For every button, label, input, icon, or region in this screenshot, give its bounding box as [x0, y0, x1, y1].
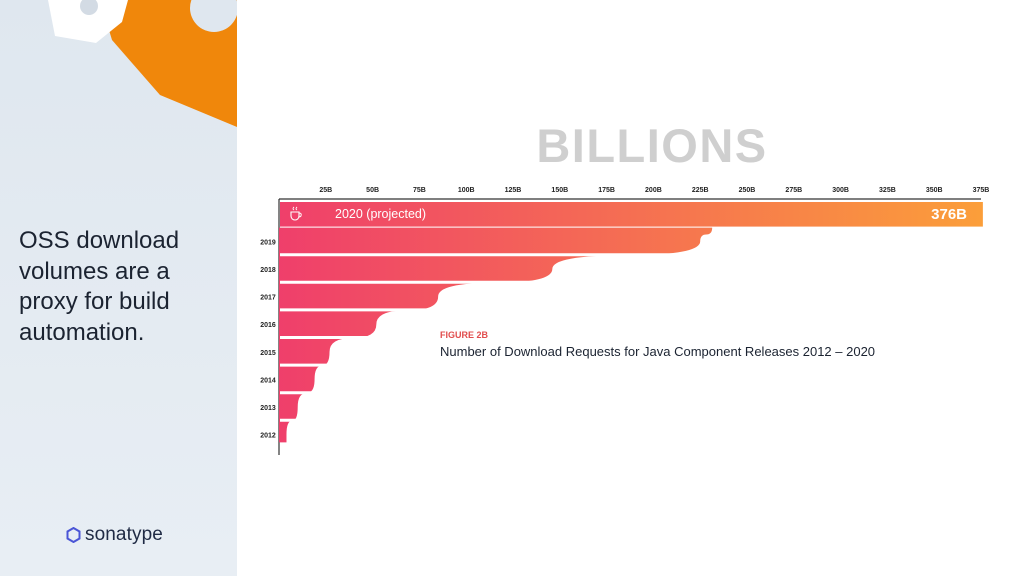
y-tick-label: 2018	[260, 267, 276, 274]
x-tick-label: 250B	[739, 187, 756, 194]
x-tick-label: 350B	[926, 187, 943, 194]
y-tick-label: 2017	[260, 295, 276, 302]
x-tick-label: 375B	[973, 187, 990, 194]
x-tick-label: 175B	[598, 187, 615, 194]
panel-circle-shape	[190, 0, 237, 32]
y-tick-label: 2014	[260, 377, 276, 384]
hexagon-hole-shape	[80, 0, 98, 15]
left-panel: OSS download volumes are a proxy for bui…	[0, 0, 237, 576]
x-tick-label: 25B	[319, 187, 332, 194]
x-tick-labels: 25B 50B 75B 100B 125B 150B 175B 200B 225B 250B 275…	[319, 187, 989, 194]
y-tick-label: 2019	[260, 239, 276, 246]
x-tick-label: 325B	[879, 187, 896, 194]
bar-2020	[280, 202, 983, 227]
area-fill	[279, 227, 713, 443]
unit-label: BILLIONS	[536, 119, 767, 172]
y-tick-label: 2012	[260, 433, 276, 440]
x-tick-label: 200B	[645, 187, 662, 194]
decorative-shapes	[48, 0, 237, 127]
java-cup-icon	[290, 206, 302, 221]
orange-shape	[100, 0, 237, 127]
x-tick-label: 100B	[458, 187, 475, 194]
x-tick-label: 150B	[551, 187, 568, 194]
area-bars	[279, 227, 981, 450]
white-hexagon-shape	[48, 0, 128, 43]
brand-logo: sonatype	[66, 524, 163, 546]
chart-title: Number of Download Requests for Java Com…	[440, 344, 875, 359]
y-tick-label: 2015	[260, 350, 276, 357]
hexagon-icon	[66, 527, 81, 543]
y-tick-labels: 2012 2013 2014 2015 2016 2017 2018 2019	[260, 239, 276, 439]
y-tick-label: 2016	[260, 322, 276, 329]
figure-label: FIGURE 2B	[440, 330, 489, 340]
y-tick-label: 2013	[260, 405, 276, 412]
brand-name: sonatype	[85, 524, 163, 545]
highlight-bar-group: 2020 (projected) 376B	[280, 202, 983, 227]
slide-tagline: OSS download volumes are a proxy for bui…	[19, 227, 180, 346]
x-tick-label: 75B	[413, 187, 426, 194]
highlight-value-label: 376B	[931, 206, 967, 223]
x-tick-label: 300B	[832, 187, 849, 194]
highlight-category-label: 2020 (projected)	[335, 207, 426, 221]
x-tick-label: 225B	[692, 187, 709, 194]
x-tick-label: 275B	[785, 187, 802, 194]
x-tick-label: 50B	[366, 187, 379, 194]
x-tick-label: 125B	[505, 187, 522, 194]
